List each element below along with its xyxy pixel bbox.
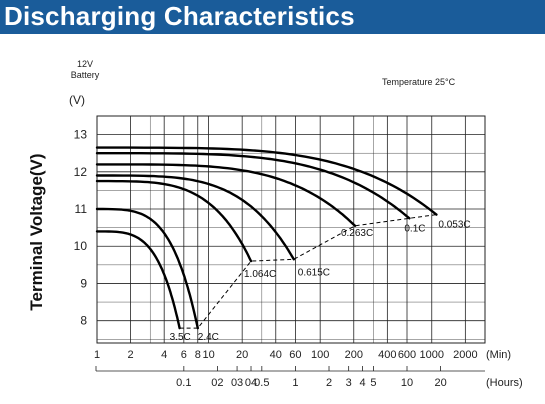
- x-min-tick-label: 2: [128, 349, 134, 361]
- x-hours-tick-label: 0.1: [176, 377, 191, 389]
- x-min-tick-label: 400: [378, 349, 396, 361]
- discharge-curve: [95, 174, 295, 261]
- temperature-note: Temperature 25°C: [382, 77, 456, 87]
- x-hours-tick-label: 10: [401, 377, 413, 389]
- title-banner: Discharging Characteristics: [0, 0, 545, 34]
- x-tick-labels: 1 2 4 6 8 10 20 40 60 100 200 400 600 1000 2000 (Min)0.…: [94, 349, 523, 389]
- x-min-tick-label: 600: [398, 349, 416, 361]
- x-hours-tick-label: 20: [434, 377, 446, 389]
- x-min-tick-label: 20: [236, 349, 248, 361]
- x-hours-tick-label: 5: [370, 377, 376, 389]
- y-tick-label: 11: [75, 202, 88, 216]
- x-hours-tick-label: 1: [292, 377, 298, 389]
- x-min-tick-label: 6: [181, 349, 187, 361]
- x-hours-tick-label: 02: [211, 377, 223, 389]
- x-min-tick-label: 1: [94, 349, 100, 361]
- x-hours-unit: (Hours): [486, 377, 523, 389]
- x-hours-tick-label: 3: [346, 377, 352, 389]
- series-label: 0.615C: [298, 267, 330, 278]
- x-min-tick-label: 40: [270, 349, 282, 361]
- y-tick-label: 12: [74, 165, 88, 179]
- series-label: 2.4C: [198, 332, 219, 343]
- series-label: 0.263C: [341, 228, 373, 239]
- x-min-tick-label: 4: [161, 349, 167, 361]
- discharge-curve: [95, 163, 357, 227]
- series-label: 0.053C: [438, 220, 470, 231]
- series-label: 0.1C: [404, 223, 425, 234]
- series-label: 1.064C: [244, 269, 276, 280]
- y-axis-title: Terminal Voltage(V): [27, 153, 46, 310]
- x-hours-tick-label: 04: [245, 377, 257, 389]
- x-hours-tick-label: 03: [231, 377, 243, 389]
- battery-label-line1: 12V: [77, 59, 93, 69]
- plot-frame: [96, 115, 486, 344]
- x-min-tick-label: 60: [289, 349, 301, 361]
- discharge-curve: [95, 207, 199, 330]
- discharge-curve: [95, 230, 181, 330]
- discharge-curve: [95, 146, 438, 216]
- x-min-tick-label: 2000: [453, 349, 477, 361]
- x-min-tick-label: 1000: [420, 349, 444, 361]
- x-min-tick-label: 200: [345, 349, 363, 361]
- y-tick-label: 9: [80, 276, 87, 290]
- series-labels: 3.5C 2.4C 1.064C 0.615C 0.263C 0.1C 0.053C: [170, 220, 471, 343]
- discharge-curve: [95, 152, 411, 220]
- x-hours-tick-label: 4: [360, 377, 366, 389]
- discharge-curves: [95, 146, 438, 330]
- grid-lines: [96, 115, 486, 344]
- battery-label-line2: Battery: [71, 70, 100, 80]
- discharge-curve: [95, 179, 253, 263]
- x-hours-tick-label: 2: [326, 377, 332, 389]
- page-title: Discharging Characteristics: [4, 1, 355, 31]
- x-min-unit: (Min): [486, 349, 511, 361]
- y-tick-labels: 8 9 10 11 12 13: [74, 128, 88, 328]
- y-unit-label: (V): [69, 93, 85, 107]
- x-min-tick-label: 8: [195, 349, 201, 361]
- x-min-tick-label: 10: [202, 349, 214, 361]
- y-tick-label: 10: [74, 239, 88, 253]
- x-hours-tick-label: 0.5: [254, 377, 269, 389]
- x-min-tick-label: 100: [311, 349, 329, 361]
- y-tick-label: 8: [80, 314, 87, 328]
- y-tick-label: 13: [74, 128, 88, 142]
- series-label: 3.5C: [170, 332, 191, 343]
